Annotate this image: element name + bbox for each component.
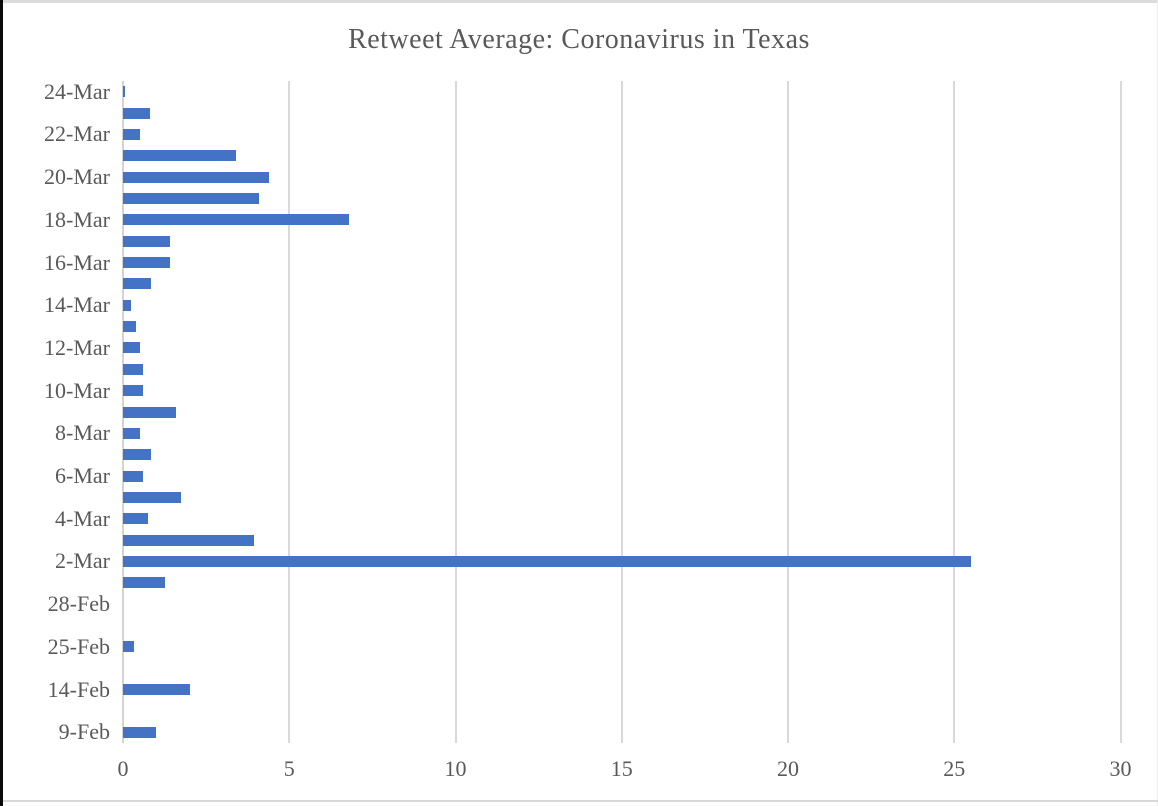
y-tick-label: 14-Feb [47,676,110,702]
gridline-x-15 [620,81,623,743]
bar-row-5 [123,192,260,204]
bar-row-17 [123,449,152,461]
bar-20-Mar [123,171,270,183]
bar-row-21 [123,534,255,546]
bar-row-19 [123,491,182,503]
x-tick-label: 5 [283,756,295,781]
bar-row-7 [123,235,170,247]
y-tick-label: 8-Mar [55,420,110,446]
bar-14-Feb [123,684,190,696]
gridline-x-25 [953,81,956,743]
x-tick-label: 30 [1109,756,1132,781]
gridline-x-10 [454,81,457,743]
window-top-border [0,0,1158,3]
y-tick-label: 2-Mar [55,548,110,574]
bar-12-Mar [123,342,140,354]
y-tick-label: 22-Mar [44,121,110,147]
y-tick-label: 24-Mar [44,78,110,104]
x-tick-label: 20 [777,756,799,781]
bar-16-Mar [123,257,170,269]
x-tick-label: 10 [444,756,467,781]
x-tick-label: 0 [117,756,129,781]
y-tick-label: 28-Feb [47,591,110,617]
y-tick-label: 18-Mar [44,206,110,232]
bar-row-11 [123,321,137,333]
gridline-x-30 [1119,81,1122,743]
bar-6-Mar [123,470,143,482]
bar-8-Mar [123,427,140,439]
window-bottom-border [0,800,1158,802]
window-left-border [0,0,3,806]
bar-14-Mar [123,299,132,311]
y-tick-label: 20-Mar [44,164,110,190]
bar-row-23 [123,577,165,589]
y-tick-label: 9-Feb [58,719,110,745]
gridline-x-5 [288,81,291,743]
bar-row-3 [123,150,237,162]
y-tick-label: 10-Mar [44,377,110,403]
bar-4-Mar [123,513,148,525]
x-tick-label: 25 [943,756,966,781]
bar-24-Mar [123,86,126,98]
y-tick-label: 25-Feb [47,633,110,659]
bar-row-9 [123,278,152,290]
y-tick-label: 12-Mar [44,334,110,360]
y-tick-label: 14-Mar [44,292,110,318]
y-tick-label: 6-Mar [55,463,110,489]
bar-9-Feb [123,726,157,738]
bar-25-Feb [123,641,134,653]
y-tick-label: 16-Mar [44,249,110,275]
y-tick-label: 4-Mar [55,505,110,531]
bar-2-Mar [123,555,971,567]
bar-row-13 [123,363,143,375]
x-tick-label: 15 [610,756,633,781]
chart-title: Retweet Average: Coronavirus in Texas [348,24,810,55]
bar-22-Mar [123,128,140,140]
gridline-x-20 [787,81,789,743]
bar-10-Mar [123,385,143,397]
bar-18-Mar [123,214,350,226]
bar-row-1 [123,107,150,119]
bar-row-15 [123,406,177,418]
